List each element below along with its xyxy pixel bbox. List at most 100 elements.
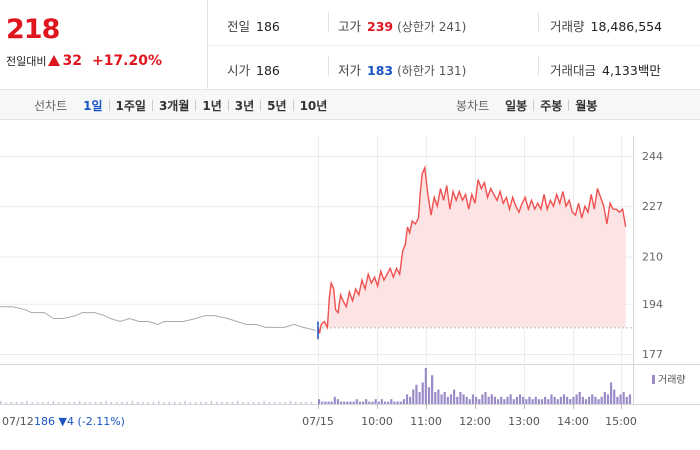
volume-bar: [36, 402, 39, 404]
volume-bar: [581, 396, 584, 404]
volume-bar: [147, 402, 149, 404]
tab-separator: [108, 99, 110, 111]
stat-high: 고가 239 (상한가 241): [338, 16, 466, 35]
price-chart: 244 227 210 194 177 거래량 07/12 07/15 10:00 11:00 12…: [0, 121, 700, 450]
tab-line-2[interactable]: 3개월: [158, 98, 190, 113]
chart-tab-bar: 선차트 1일 1주일 3개월 1년 3년 5년 10년 봉차트 일봉 주봉 월봉: [0, 90, 700, 120]
volume-bar: [610, 382, 613, 404]
volume-bar: [402, 399, 405, 404]
x-tick-label: 11:00: [410, 415, 442, 428]
volume-bar: [600, 396, 603, 404]
volume-bar: [456, 396, 459, 404]
stat-open: 시가 186: [227, 60, 280, 79]
volume-bar: [515, 396, 519, 404]
volume-bar: [339, 401, 343, 404]
volume-bar: [584, 399, 588, 404]
stat-limit: (상한가 241): [397, 20, 467, 34]
volume-bar: [440, 394, 443, 404]
stat-amount: 거래대금 4,133백만: [550, 60, 661, 79]
y-tick-label: 227: [642, 200, 663, 213]
volume-bar: [237, 401, 239, 404]
volume-bar: [540, 399, 544, 404]
volume-bar: [258, 402, 260, 404]
volume-bar: [562, 394, 566, 404]
volume-bar: [279, 402, 281, 404]
volume-bar: [597, 399, 600, 404]
volume-bar: [5, 402, 7, 404]
volume-bar: [352, 401, 355, 404]
volume-bar: [247, 402, 250, 404]
tab-separator: [151, 99, 153, 111]
volume-bar: [184, 401, 186, 404]
volume-bar: [603, 392, 606, 404]
volume-bar: [409, 396, 412, 404]
stat-value: 186: [256, 63, 280, 78]
volume-bar: [591, 394, 594, 404]
volume-bar: [449, 394, 453, 404]
volume-bar: [572, 396, 575, 404]
quote-stats: 전일 186 고가 239 (상한가 241) 거래량 18,486,554 시가 186…: [208, 0, 700, 90]
volume-bar: [179, 402, 181, 404]
tab-candle-2[interactable]: 월봉: [575, 98, 598, 113]
volume-bar: [371, 401, 374, 404]
volume-bar: [89, 402, 92, 404]
volume-bar: [478, 399, 481, 404]
volume-bar: [333, 396, 336, 404]
volume-bar: [522, 396, 525, 404]
volume-bar: [358, 401, 362, 404]
volume-bar: [528, 396, 531, 404]
volume-bar: [493, 396, 497, 404]
volume-bar: [619, 394, 622, 404]
tab-line-3[interactable]: 1년: [202, 98, 222, 113]
volume-bar: [487, 396, 490, 404]
volume-bar: [221, 402, 223, 404]
volume-bar: [518, 394, 522, 404]
volume-bar: [613, 389, 616, 404]
change-amount: 32: [62, 53, 82, 69]
volume-bar: [136, 402, 139, 404]
tab-candle-1[interactable]: 주봉: [540, 98, 563, 113]
volume-legend-label: 거래량: [658, 374, 686, 386]
volume-bar: [377, 401, 380, 404]
volume-bar: [105, 401, 107, 404]
volume-bar: [15, 402, 18, 404]
volume-bar: [252, 402, 255, 404]
up-triangle-icon: [48, 55, 61, 66]
y-tick-label: 177: [642, 348, 663, 361]
volume-bar: [63, 402, 65, 404]
tab-line-5[interactable]: 5년: [267, 98, 287, 113]
tab-line-6[interactable]: 10년: [299, 98, 328, 113]
volume-bar: [324, 401, 327, 404]
volume-bar: [305, 402, 307, 404]
stat-prev-close: 전일 186: [227, 16, 280, 35]
line-chart-title: 선차트: [34, 98, 68, 113]
stat-value: 186: [256, 19, 280, 34]
prev-day-summary: 186 ▼4 (-2.11%): [34, 415, 125, 428]
tab-candle-0[interactable]: 일봉: [505, 98, 528, 113]
tab-line-1[interactable]: 1주일: [115, 98, 146, 113]
volume-bar: [110, 402, 113, 404]
volume-bar: [47, 402, 49, 404]
tab-line-4[interactable]: 3년: [234, 98, 255, 113]
volume-bar: [368, 401, 371, 404]
volume-bar: [94, 402, 97, 404]
volume-bar: [343, 401, 346, 404]
stat-low: 저가 183 (하한가 131): [338, 60, 466, 79]
volume-bar: [503, 399, 506, 404]
volume-bar: [100, 402, 102, 404]
volume-bar: [142, 402, 144, 404]
volume-bar: [152, 402, 155, 404]
x-tick-label: 07/15: [302, 415, 334, 428]
volume-bar: [453, 389, 456, 404]
stat-value: 4,133: [602, 63, 638, 78]
volume-bar: [547, 399, 550, 404]
volume-bar: [263, 401, 265, 404]
price-chart-svg: 244 227 210 194 177 거래량 07/12 07/15 10:00 11:00 12…: [0, 136, 700, 428]
current-price: 218: [6, 14, 60, 45]
tab-line-0[interactable]: 1일: [83, 98, 103, 113]
candle-chart-title: 봉차트: [456, 98, 490, 113]
volume-bar: [424, 368, 427, 404]
volume-bar: [31, 402, 34, 404]
tab-separator: [227, 99, 229, 111]
volume-bar: [330, 401, 333, 404]
